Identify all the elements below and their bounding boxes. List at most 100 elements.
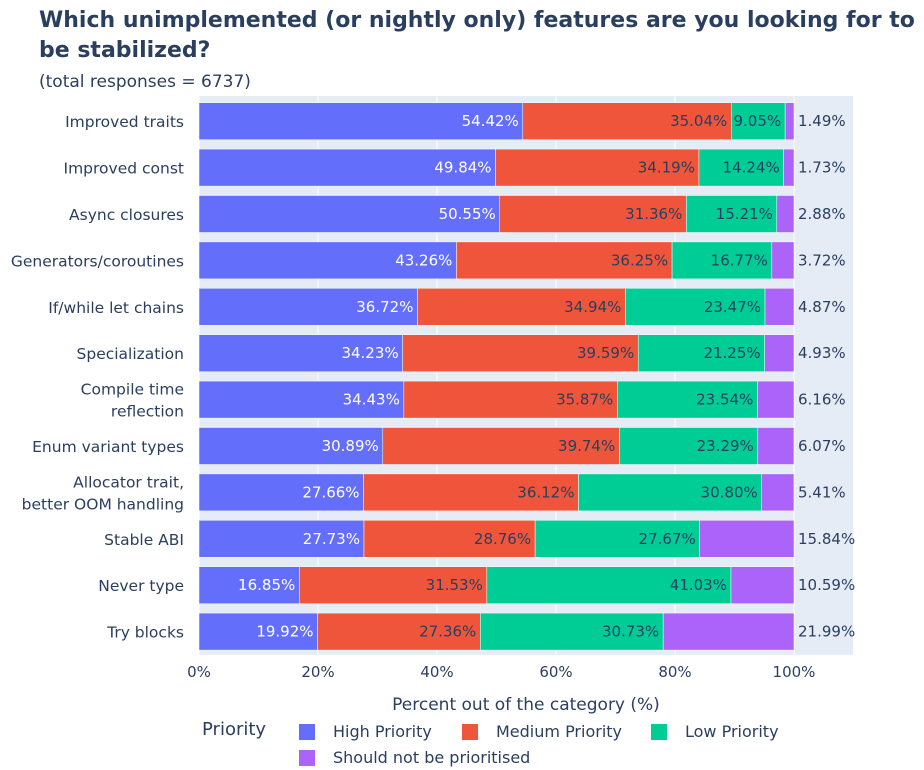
- data-label: 34.23%: [341, 344, 398, 362]
- bar-high-priority: [198, 288, 418, 326]
- legend-item-low-priority[interactable]: Low Priority: [651, 722, 779, 741]
- bar-should-not-be-prioritised: [776, 195, 795, 233]
- data-label: 23.54%: [696, 391, 753, 409]
- data-label: 36.12%: [517, 483, 574, 501]
- x-tick-label: 40%: [420, 663, 453, 681]
- data-label: 27.73%: [303, 530, 360, 548]
- bar-medium-priority: [299, 566, 488, 604]
- x-tick-label: 80%: [658, 663, 691, 681]
- data-label: 54.42%: [462, 112, 519, 130]
- data-label: 3.72%: [798, 251, 846, 269]
- y-tick-label: reflection: [111, 403, 184, 421]
- data-label: 15.84%: [798, 530, 855, 548]
- data-label: 50.55%: [439, 205, 496, 223]
- bar-low-priority: [625, 288, 766, 326]
- bar-high-priority: [198, 427, 384, 465]
- y-tick-label: Allocator trait,: [73, 473, 184, 491]
- y-tick-label: Stable ABI: [104, 531, 184, 549]
- data-label: 28.76%: [474, 530, 531, 548]
- bar-should-not-be-prioritised: [730, 566, 795, 604]
- data-label: 14.24%: [723, 159, 780, 177]
- x-tick-label: 100%: [773, 663, 816, 681]
- bar-low-priority: [480, 612, 664, 651]
- data-label: 4.87%: [798, 298, 846, 316]
- bar-should-not-be-prioritised: [764, 334, 795, 372]
- chart-subtitle: (total responses = 6737): [39, 72, 251, 92]
- data-label: 23.29%: [697, 437, 754, 455]
- data-label: 36.25%: [611, 251, 668, 269]
- data-label: 27.66%: [302, 483, 359, 501]
- bar-low-priority: [618, 427, 759, 465]
- legend-swatch-medium-priority: [462, 723, 478, 740]
- x-tick-label: 20%: [301, 663, 334, 681]
- data-label: 34.43%: [343, 391, 400, 409]
- data-label: 30.73%: [602, 623, 659, 641]
- data-label: 6.07%: [798, 437, 846, 455]
- bar-low-priority: [578, 473, 763, 512]
- bar-should-not-be-prioritised: [757, 380, 795, 419]
- bar-medium-priority: [382, 427, 620, 465]
- data-label: 15.21%: [716, 205, 773, 223]
- x-tick-label: 60%: [539, 663, 572, 681]
- data-label: 16.85%: [238, 576, 295, 594]
- bar-medium-priority: [495, 148, 700, 187]
- bar-medium-priority: [417, 288, 626, 326]
- y-tick-label: Compile time: [81, 381, 184, 399]
- bar-medium-priority: [403, 380, 618, 419]
- legend-label-should-not-be-prioritised: Should not be prioritised: [333, 748, 531, 767]
- bar-should-not-be-prioritised: [784, 102, 795, 140]
- chart-title: Which unimplemented (or nightly only) fe…: [39, 8, 915, 63]
- bar-high-priority: [198, 380, 405, 419]
- legend-item-high-priority[interactable]: High Priority: [299, 722, 432, 741]
- bar-should-not-be-prioritised: [771, 241, 795, 280]
- legend-swatch-should-not-be-prioritised: [299, 749, 315, 766]
- bar-medium-priority: [363, 520, 536, 558]
- y-tick-label: Async closures: [69, 206, 184, 224]
- data-label: 2.88%: [798, 205, 846, 223]
- data-label: 30.80%: [701, 483, 758, 501]
- data-label: 39.74%: [558, 437, 615, 455]
- bar-medium-priority: [363, 473, 579, 512]
- bar-low-priority: [686, 195, 778, 233]
- bar-should-not-be-prioritised: [662, 612, 795, 651]
- bar-high-priority: [198, 195, 501, 233]
- data-label: 49.84%: [434, 159, 491, 177]
- bar-medium-priority: [317, 612, 481, 651]
- data-label: 5.41%: [798, 483, 846, 501]
- bar-should-not-be-prioritised: [757, 427, 795, 465]
- data-label: 21.25%: [703, 344, 760, 362]
- data-label: 23.47%: [704, 298, 761, 316]
- data-label: 19.92%: [256, 623, 313, 641]
- y-tick-label: better OOM handling: [22, 495, 184, 513]
- data-label: 35.87%: [556, 391, 613, 409]
- bar-should-not-be-prioritised: [764, 288, 795, 326]
- y-tick-label: Generators/coroutines: [11, 252, 184, 270]
- bar-high-priority: [198, 473, 364, 512]
- y-tick-label: Never type: [98, 577, 184, 595]
- data-label: 6.16%: [798, 391, 846, 409]
- bar-high-priority: [198, 102, 524, 140]
- legend-title: Priority: [202, 719, 267, 740]
- data-label: 31.36%: [625, 205, 682, 223]
- bar-low-priority: [617, 380, 758, 419]
- y-tick-label: Specialization: [77, 345, 184, 363]
- data-label: 30.89%: [322, 437, 379, 455]
- bar-high-priority: [198, 241, 457, 280]
- data-label: 10.59%: [798, 576, 855, 594]
- data-label: 16.77%: [711, 251, 768, 269]
- legend-swatch-low-priority: [651, 723, 667, 740]
- bar-low-priority: [698, 148, 784, 187]
- data-label: 21.99%: [798, 623, 855, 641]
- legend-label-medium-priority: Medium Priority: [496, 722, 623, 741]
- bar-should-not-be-prioritised: [783, 148, 795, 187]
- legend-item-should-not-be-prioritised[interactable]: Should not be prioritised: [299, 748, 530, 767]
- data-label: 31.53%: [426, 576, 483, 594]
- legend-label-high-priority: High Priority: [333, 722, 432, 741]
- bar-high-priority: [198, 520, 365, 558]
- data-label: 41.03%: [670, 576, 727, 594]
- data-label: 34.94%: [564, 298, 621, 316]
- data-label: 34.19%: [638, 159, 695, 177]
- data-label: 27.36%: [419, 623, 476, 641]
- data-label: 4.93%: [798, 344, 846, 362]
- legend-item-medium-priority[interactable]: Medium Priority: [462, 722, 622, 741]
